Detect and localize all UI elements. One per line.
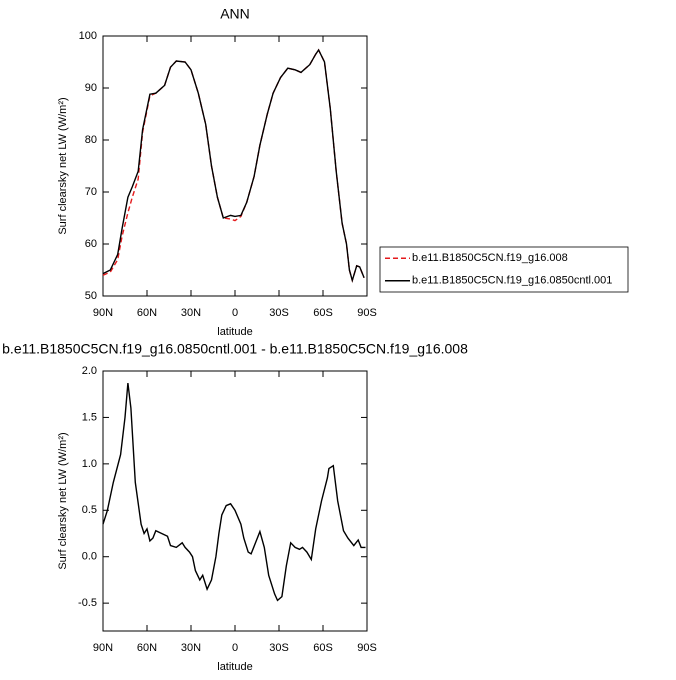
y-tick-label: 90 — [85, 82, 97, 94]
x-tick-label: 60N — [137, 307, 157, 319]
y-tick-label: 0.5 — [82, 504, 97, 516]
x-tick-label: 90S — [357, 307, 377, 319]
y-tick-label: -0.5 — [78, 597, 97, 609]
x-tick-label: 30N — [181, 642, 201, 654]
x-axis-label: latitude — [217, 661, 252, 673]
chart-title: b.e11.B1850C5CN.f19_g16.0850cntl.001 - b… — [2, 341, 468, 357]
x-tick-label: 90S — [357, 642, 377, 654]
x-tick-label: 0 — [232, 642, 238, 654]
x-tick-label: 30S — [269, 307, 289, 319]
y-tick-label: 100 — [79, 30, 97, 42]
y-tick-label: 0.0 — [82, 551, 97, 563]
legend-label: b.e11.B1850C5CN.f19_g16.0850cntl.001 — [412, 275, 612, 287]
y-tick-label: 80 — [85, 134, 97, 146]
x-tick-label: 60S — [313, 642, 333, 654]
y-axis-label: Surf clearsky net LW (W/m²) — [57, 97, 69, 234]
legend-box — [379, 246, 629, 293]
x-tick-label: 90N — [93, 307, 113, 319]
x-tick-label: 30S — [269, 642, 289, 654]
data-line — [102, 48, 365, 283]
data-line — [102, 383, 366, 602]
y-tick-label: 60 — [85, 238, 97, 250]
y-tick-label: 70 — [85, 186, 97, 198]
x-tick-label: 0 — [232, 307, 238, 319]
plot-frame — [102, 370, 368, 632]
plot-frame — [102, 35, 368, 297]
x-tick-label: 60N — [137, 642, 157, 654]
y-tick-label: 1.5 — [82, 411, 97, 423]
x-tick-label: 30N — [181, 307, 201, 319]
y-tick-label: 2.0 — [82, 365, 97, 377]
y-tick-label: 50 — [85, 290, 97, 302]
y-axis-label: Surf clearsky net LW (W/m²) — [57, 432, 69, 569]
chart-title: ANN — [220, 6, 250, 22]
y-tick-label: 1.0 — [82, 458, 97, 470]
x-tick-label: 90N — [93, 642, 113, 654]
data-line — [102, 48, 365, 283]
legend-label: b.e11.B1850C5CN.f19_g16.008 — [412, 252, 568, 264]
x-tick-label: 60S — [313, 307, 333, 319]
x-axis-label: latitude — [217, 326, 252, 338]
